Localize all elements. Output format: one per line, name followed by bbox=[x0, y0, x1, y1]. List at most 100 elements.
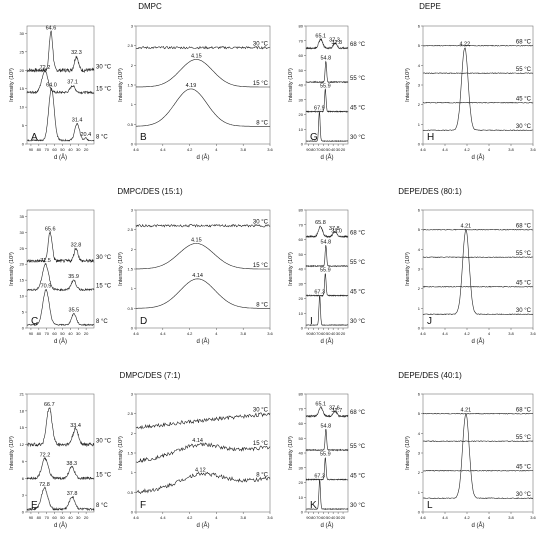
y-tick-label: 0 bbox=[301, 510, 304, 515]
series-line bbox=[26, 30, 95, 74]
x-tick-label: 80 bbox=[37, 515, 42, 520]
peak-label: 37.1 bbox=[67, 80, 78, 86]
series-label: 8 °C bbox=[256, 473, 268, 479]
series-label: 8 °C bbox=[256, 120, 268, 126]
peak-label: 35.5 bbox=[69, 308, 80, 314]
series-label: 8 °C bbox=[96, 134, 108, 140]
series-line bbox=[305, 273, 349, 297]
y-axis-label: Intensity (10³) bbox=[9, 68, 15, 102]
series-line bbox=[422, 72, 534, 74]
y-axis-label: Intensity (10³) bbox=[118, 252, 124, 286]
series-label: 8 °C bbox=[256, 302, 268, 308]
group-title: DEPE/DES (40:1) bbox=[398, 371, 462, 380]
x-axis-label: d (Å) bbox=[196, 154, 209, 161]
x-tick-label: 60 bbox=[52, 515, 57, 520]
panel-B bbox=[134, 25, 271, 146]
y-tick-label: 2 bbox=[131, 63, 134, 68]
x-tick-label: 60 bbox=[52, 147, 57, 152]
peak-label: 65.1 bbox=[315, 401, 326, 407]
peak-label: 38.3 bbox=[66, 461, 77, 467]
plot-frame bbox=[26, 393, 95, 513]
y-tick-label: 4 bbox=[418, 63, 421, 68]
x-tick-label: 80 bbox=[37, 147, 42, 152]
series-label: 30 °C bbox=[350, 135, 366, 141]
x-tick-label: 30 bbox=[336, 147, 341, 152]
series-label: 30 °C bbox=[253, 42, 269, 48]
y-tick-label: 60 bbox=[299, 421, 304, 426]
series-line bbox=[135, 442, 271, 463]
x-tick-label: 3.8 bbox=[240, 147, 246, 152]
x-tick-label: 40 bbox=[331, 147, 336, 152]
series-line bbox=[422, 412, 534, 415]
y-tick-label: 12 bbox=[20, 442, 25, 447]
y-tick-label: 1 bbox=[131, 470, 134, 475]
peak-label: 72.2 bbox=[40, 65, 51, 71]
y-tick-label: 10 bbox=[299, 311, 304, 316]
peak-label: 65.8 bbox=[315, 220, 326, 226]
y-tick-label: 0 bbox=[418, 510, 421, 515]
peak-label: 37.8 bbox=[67, 491, 78, 497]
y-tick-label: 0 bbox=[301, 326, 304, 331]
panel-letter: E bbox=[31, 500, 38, 511]
peak-label: 71.5 bbox=[40, 258, 51, 264]
series-line bbox=[422, 440, 534, 443]
series-line bbox=[422, 256, 534, 258]
x-tick-label: 3.6 bbox=[530, 515, 536, 520]
y-tick-label: 3 bbox=[131, 24, 134, 29]
y-axis-label: Intensity (10³) bbox=[118, 68, 124, 102]
x-tick-label: 3.6 bbox=[267, 515, 273, 520]
y-tick-label: 2.5 bbox=[127, 43, 133, 48]
x-tick-label: 50 bbox=[60, 331, 65, 336]
series-label: 15 °C bbox=[253, 441, 269, 447]
series-line bbox=[26, 457, 95, 481]
x-tick-label: 4.4 bbox=[442, 515, 448, 520]
y-tick-label: 50 bbox=[299, 252, 304, 257]
y-tick-label: 0 bbox=[22, 510, 25, 515]
y-tick-label: 6 bbox=[418, 208, 421, 213]
plot-frame bbox=[26, 25, 95, 145]
y-tick-label: 70 bbox=[299, 406, 304, 411]
x-tick-label: 4.4 bbox=[442, 147, 448, 152]
series-label: 55 °C bbox=[516, 251, 532, 257]
series-line bbox=[422, 285, 534, 288]
y-tick-label: 3 bbox=[131, 208, 134, 213]
peak-label: 20.4 bbox=[80, 132, 91, 138]
x-tick-label: 4.6 bbox=[133, 331, 139, 336]
y-tick-label: 4 bbox=[418, 247, 421, 252]
series-label: 45 °C bbox=[516, 97, 532, 103]
series-label: 30 °C bbox=[350, 503, 366, 509]
series-label: 30 °C bbox=[350, 319, 366, 325]
series-label: 55 °C bbox=[350, 260, 366, 266]
x-tick-label: 70 bbox=[44, 515, 49, 520]
series-line bbox=[305, 244, 349, 268]
y-tick-label: 1.5 bbox=[127, 267, 133, 272]
peak-label: 72.8 bbox=[39, 482, 50, 488]
peak-label: 54.8 bbox=[321, 55, 332, 61]
y-tick-label: 15 bbox=[20, 278, 25, 283]
y-tick-label: 3 bbox=[418, 83, 421, 88]
y-tick-label: 3 bbox=[131, 392, 134, 397]
x-tick-label: 4 bbox=[215, 515, 218, 520]
x-tick-label: 4.6 bbox=[420, 331, 426, 336]
x-tick-label: 4.2 bbox=[464, 147, 470, 152]
peak-label: 55.9 bbox=[320, 267, 331, 273]
y-tick-label: 35 bbox=[20, 214, 25, 219]
x-tick-label: 4.4 bbox=[442, 331, 448, 336]
peak-label: 4.15 bbox=[191, 237, 202, 243]
x-tick-label: 90 bbox=[306, 147, 311, 152]
series-line bbox=[136, 59, 270, 88]
y-axis-label: Intensity (10³) bbox=[405, 68, 411, 102]
y-tick-label: 0 bbox=[418, 326, 421, 331]
series-line bbox=[26, 69, 95, 95]
x-axis-label: d (Å) bbox=[471, 154, 484, 161]
x-tick-label: 3.6 bbox=[267, 147, 273, 152]
peak-label: 72.2 bbox=[40, 453, 51, 459]
peak-label: 32.7 bbox=[331, 408, 342, 414]
x-tick-label: 50 bbox=[60, 515, 65, 520]
x-tick-label: 3.6 bbox=[530, 331, 536, 336]
y-tick-label: 40 bbox=[299, 83, 304, 88]
peak-label: 65.6 bbox=[45, 226, 56, 232]
x-tick-label: 90 bbox=[306, 515, 311, 520]
y-tick-label: 2.5 bbox=[127, 227, 133, 232]
panel-letter: F bbox=[140, 500, 146, 511]
